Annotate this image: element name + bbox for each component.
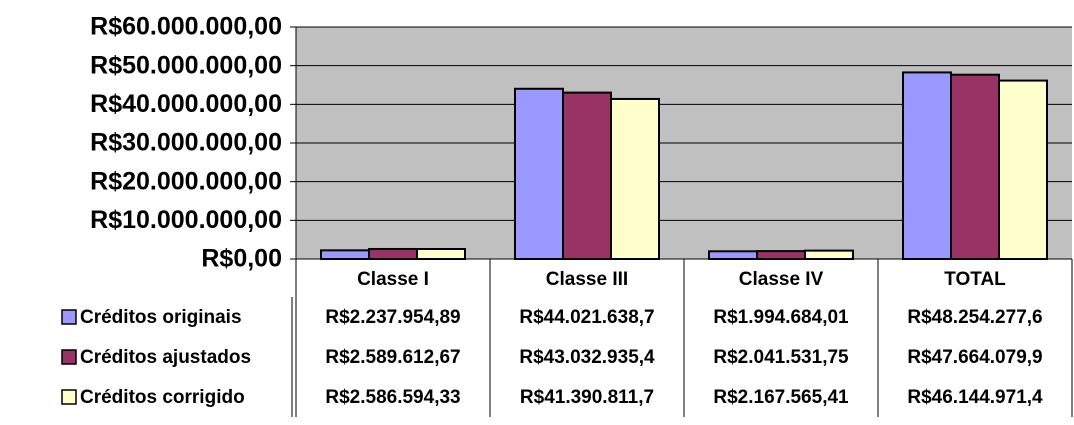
data-table-cell: R$2.041.531,75 (713, 347, 849, 368)
data-table-cell: R$43.032.935,4 (519, 347, 655, 368)
x-tick-label: Classe IV (739, 269, 824, 290)
data-table-cell: R$47.664.079,9 (907, 347, 1042, 368)
bar (514, 87, 564, 261)
legend-label: Créditos ajustados (80, 347, 251, 368)
x-tick-label: Classe I (357, 269, 429, 290)
legend-label: Créditos originais (80, 307, 242, 328)
data-table-cell: R$2.167.565,41 (713, 387, 849, 408)
bar (320, 249, 370, 260)
bar (562, 91, 612, 260)
bar (756, 250, 806, 261)
y-tick-label: R$30.000.000,00 (90, 129, 282, 157)
bar (416, 247, 466, 261)
data-table-cell: R$2.589.612,67 (325, 347, 460, 368)
bar (998, 79, 1048, 260)
legend-swatch (61, 309, 77, 325)
data-table-cell: R$46.144.971,4 (907, 387, 1043, 408)
bar (610, 97, 660, 261)
bar (902, 71, 952, 260)
bar (804, 249, 854, 260)
bar (950, 73, 1000, 260)
legend-swatch (61, 389, 77, 405)
x-tick-label: TOTAL (944, 269, 1006, 290)
data-table-cell: R$48.254.277,6 (907, 307, 1042, 328)
y-tick-label: R$10.000.000,00 (90, 206, 282, 234)
bar (708, 250, 758, 260)
legend-swatch (61, 349, 77, 365)
y-tick-label: R$60.000.000,00 (90, 13, 282, 41)
data-table-cell: R$1.994.684,01 (713, 307, 849, 328)
bar (368, 247, 418, 261)
legend-label: Créditos corrigido (80, 387, 245, 408)
y-tick-label: R$40.000.000,00 (90, 90, 282, 118)
data-table-cell: R$41.390.811,7 (520, 387, 654, 408)
y-tick-label: R$0,00 (201, 245, 282, 273)
data-table-cell: R$2.237.954,89 (325, 307, 460, 328)
y-tick-label: R$20.000.000,00 (90, 167, 282, 195)
data-table-cell: R$44.021.638,7 (519, 307, 654, 328)
y-tick-label: R$50.000.000,00 (90, 51, 282, 79)
x-tick-label: Classe III (546, 269, 628, 290)
data-table-cell: R$2.586.594,33 (325, 387, 460, 408)
